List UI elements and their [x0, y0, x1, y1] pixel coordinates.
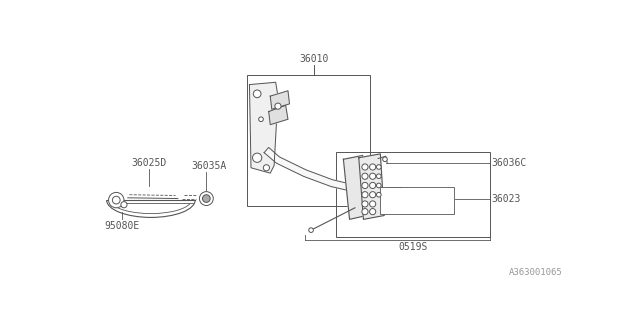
- Text: A363001065: A363001065: [509, 268, 563, 277]
- Circle shape: [308, 228, 314, 232]
- Circle shape: [263, 165, 269, 171]
- Circle shape: [275, 103, 281, 109]
- Bar: [336, 152, 490, 237]
- Polygon shape: [264, 148, 362, 194]
- Circle shape: [362, 173, 368, 179]
- Circle shape: [369, 164, 376, 170]
- Polygon shape: [270, 91, 289, 109]
- Circle shape: [369, 173, 376, 179]
- Circle shape: [369, 182, 376, 188]
- Text: STI: STI: [386, 188, 403, 197]
- Circle shape: [200, 192, 213, 205]
- Polygon shape: [359, 154, 384, 219]
- Circle shape: [376, 183, 381, 188]
- Polygon shape: [250, 82, 278, 173]
- Circle shape: [369, 209, 376, 215]
- Circle shape: [362, 182, 368, 188]
- Bar: [247, 75, 371, 206]
- Circle shape: [121, 202, 127, 208]
- Text: 95080E: 95080E: [105, 221, 140, 231]
- Polygon shape: [269, 105, 288, 124]
- Circle shape: [369, 192, 376, 198]
- Circle shape: [259, 117, 263, 122]
- Bar: [380, 187, 454, 214]
- Circle shape: [109, 192, 124, 208]
- Circle shape: [253, 90, 261, 98]
- Circle shape: [383, 157, 387, 162]
- Circle shape: [202, 195, 210, 203]
- Text: 36035A: 36035A: [191, 161, 227, 171]
- Circle shape: [362, 192, 368, 198]
- Circle shape: [376, 165, 381, 169]
- Text: 0519S: 0519S: [398, 243, 428, 252]
- Circle shape: [362, 164, 368, 170]
- Circle shape: [369, 201, 376, 207]
- Text: 36025D: 36025D: [131, 158, 166, 168]
- Circle shape: [253, 153, 262, 162]
- Text: 36010: 36010: [300, 54, 329, 64]
- Circle shape: [113, 196, 120, 204]
- Circle shape: [362, 201, 368, 207]
- Circle shape: [376, 192, 381, 197]
- Circle shape: [376, 174, 381, 179]
- Text: 36036C: 36036C: [492, 158, 527, 168]
- Text: 36023: 36023: [492, 194, 520, 204]
- Polygon shape: [344, 156, 367, 219]
- Circle shape: [362, 209, 368, 215]
